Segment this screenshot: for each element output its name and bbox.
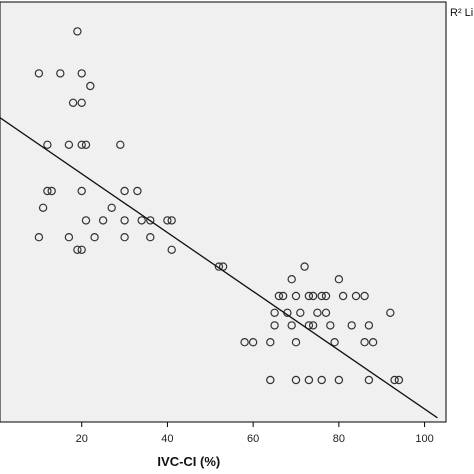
data-point bbox=[270, 308, 279, 317]
data-point bbox=[308, 291, 318, 301]
x-tick-label: 60 bbox=[247, 433, 259, 445]
data-point bbox=[308, 321, 318, 330]
data-point bbox=[77, 245, 86, 254]
data-point bbox=[240, 338, 249, 347]
data-point bbox=[146, 216, 155, 225]
data-point bbox=[270, 321, 279, 330]
data-point bbox=[81, 140, 91, 149]
data-point bbox=[77, 98, 86, 108]
data-point bbox=[43, 186, 52, 196]
x-tick-label: 80 bbox=[333, 433, 345, 445]
data-point bbox=[291, 338, 301, 347]
data-point bbox=[81, 216, 91, 225]
data-point bbox=[291, 291, 301, 301]
data-point bbox=[317, 375, 326, 385]
data-point bbox=[68, 98, 78, 108]
data-point bbox=[266, 338, 275, 347]
x-axis: 020406080100 bbox=[76, 422, 434, 445]
data-point bbox=[34, 69, 44, 78]
data-point bbox=[360, 338, 369, 347]
data-point bbox=[38, 203, 48, 212]
data-point bbox=[326, 321, 335, 330]
data-point bbox=[73, 27, 82, 36]
data-point bbox=[278, 291, 288, 301]
data-point bbox=[296, 308, 305, 317]
data-point bbox=[321, 308, 331, 317]
data-point bbox=[334, 275, 344, 284]
data-point bbox=[107, 203, 116, 212]
data-point bbox=[77, 186, 86, 196]
x-tick-label: 20 bbox=[76, 433, 88, 445]
data-point bbox=[287, 275, 296, 284]
data-point bbox=[351, 291, 361, 301]
data-point bbox=[313, 308, 322, 317]
x-tick-label: 40 bbox=[161, 433, 173, 445]
legend-label: R² Li bbox=[450, 7, 473, 19]
x-axis-title: IVC-CI (%) bbox=[157, 454, 220, 469]
x-tick-label: 100 bbox=[415, 433, 433, 445]
data-point bbox=[248, 338, 258, 347]
data-point bbox=[368, 338, 378, 347]
data-point bbox=[120, 232, 129, 242]
data-point bbox=[64, 232, 74, 242]
data-point bbox=[338, 291, 348, 301]
data-point bbox=[34, 232, 44, 242]
data-point bbox=[330, 338, 339, 347]
data-point bbox=[120, 216, 129, 225]
data-point bbox=[274, 291, 284, 301]
data-point bbox=[133, 186, 142, 196]
data-point bbox=[364, 321, 374, 330]
data-point bbox=[287, 321, 296, 330]
data-point bbox=[214, 262, 224, 271]
data-point bbox=[64, 140, 74, 149]
data-point bbox=[47, 186, 56, 196]
data-point bbox=[321, 291, 331, 301]
data-point bbox=[163, 216, 172, 225]
data-point bbox=[266, 375, 275, 385]
data-point bbox=[146, 232, 155, 242]
data-point bbox=[137, 216, 146, 225]
data-point bbox=[43, 140, 52, 149]
data-point bbox=[334, 375, 344, 385]
data-point bbox=[390, 375, 399, 385]
data-point bbox=[98, 216, 108, 225]
data-point bbox=[90, 232, 99, 242]
data-point bbox=[360, 291, 369, 301]
data-point bbox=[386, 308, 395, 317]
data-points bbox=[34, 27, 404, 385]
data-point bbox=[167, 216, 176, 225]
data-point bbox=[291, 375, 301, 385]
data-point bbox=[73, 245, 82, 254]
data-point bbox=[317, 291, 326, 301]
data-point bbox=[116, 140, 125, 149]
data-point bbox=[77, 69, 86, 78]
data-point bbox=[347, 321, 356, 330]
data-point bbox=[300, 262, 309, 271]
data-point bbox=[304, 291, 314, 301]
data-point bbox=[304, 375, 314, 385]
regression-line bbox=[0, 116, 438, 419]
data-point bbox=[56, 69, 65, 78]
plot-area bbox=[0, 1, 447, 423]
data-point bbox=[394, 375, 404, 385]
data-point bbox=[77, 140, 86, 149]
data-point bbox=[167, 245, 176, 254]
data-point bbox=[364, 375, 374, 385]
data-point bbox=[120, 186, 129, 196]
data-point bbox=[86, 81, 95, 91]
